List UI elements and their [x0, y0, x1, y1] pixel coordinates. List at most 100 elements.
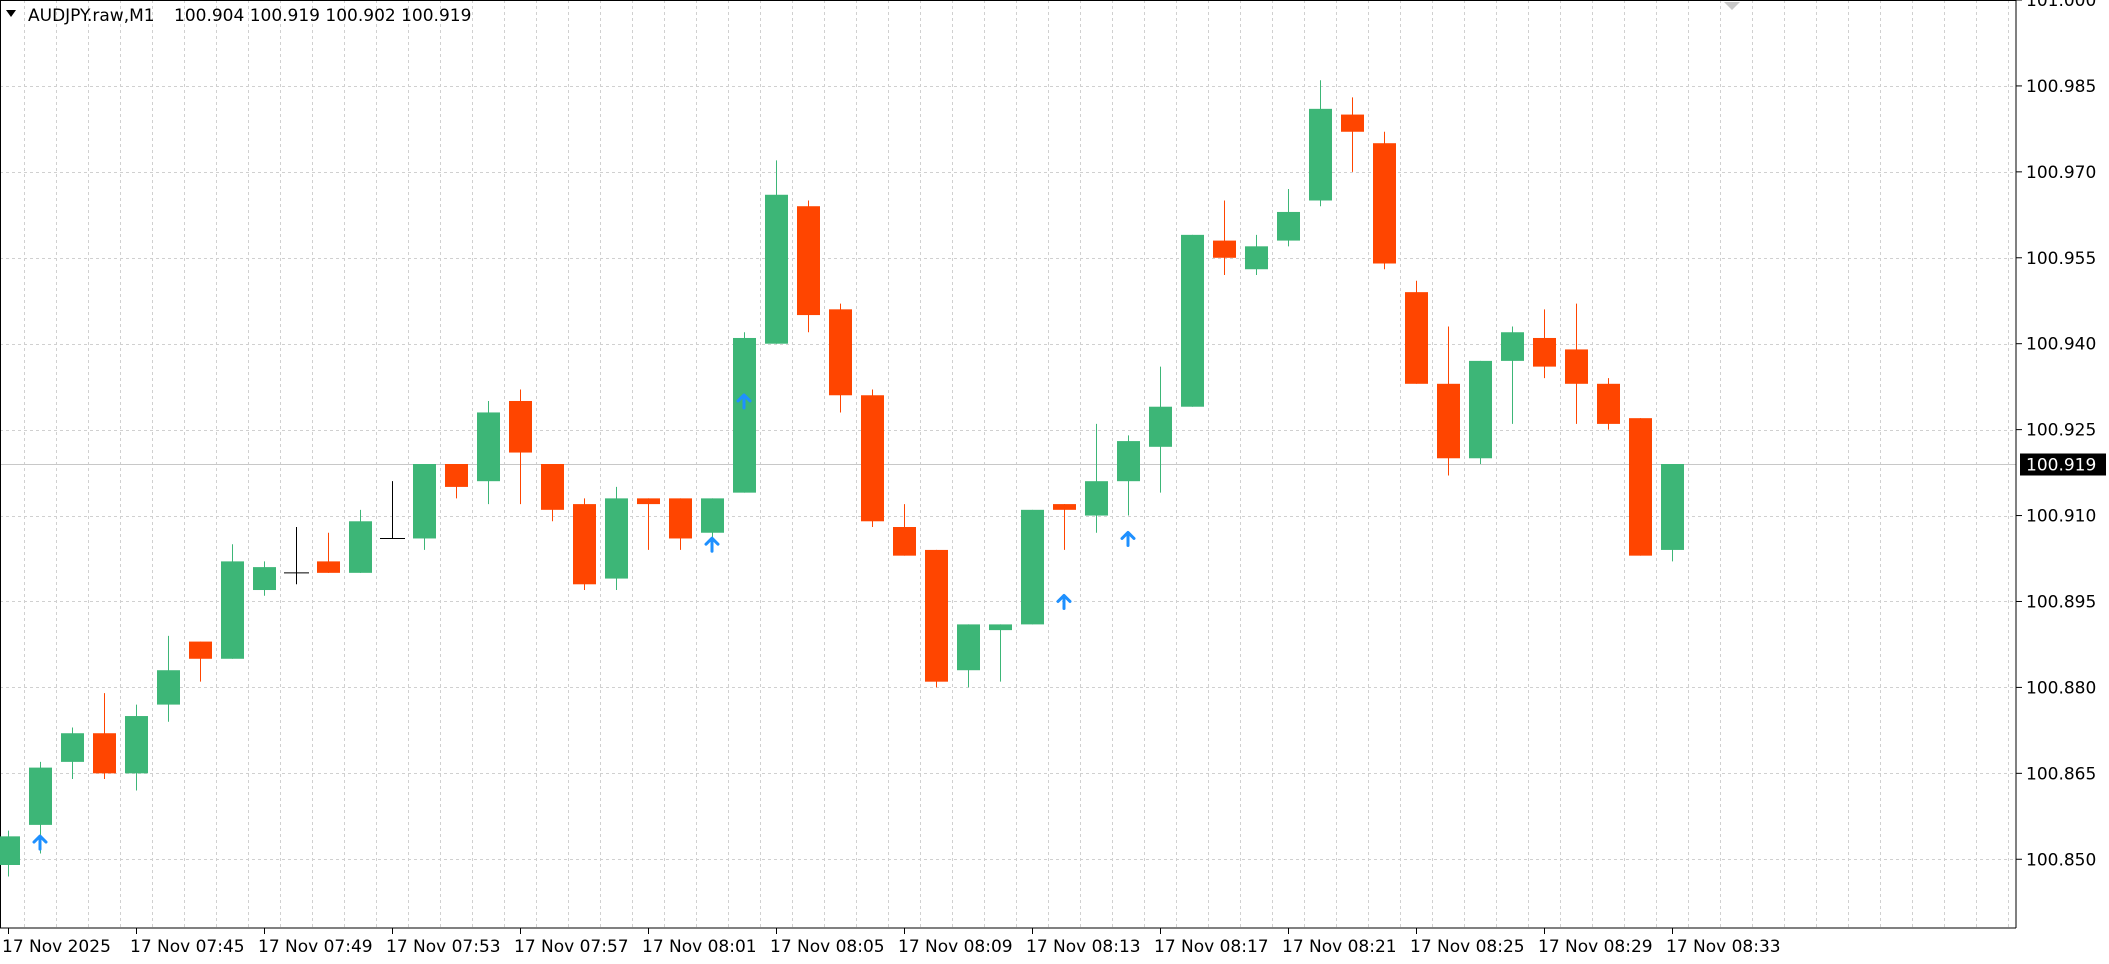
candle[interactable] [221, 544, 244, 659]
candle-body-bear [1533, 337, 1556, 367]
candle[interactable] [1597, 378, 1620, 430]
candle[interactable] [829, 303, 852, 413]
candle-body-bull [221, 561, 244, 659]
candle[interactable] [317, 532, 340, 573]
candle-body-bull [1149, 406, 1172, 447]
candle[interactable] [1053, 504, 1076, 550]
candle[interactable] [1341, 97, 1364, 172]
price-tick-label: 100.865 [2026, 764, 2096, 784]
time-axis[interactable]: 17 Nov 2025 17 Nov 07:45 17 Nov 07:49 17 No… [2, 928, 1781, 957]
candle[interactable] [989, 624, 1012, 682]
candle[interactable] [957, 624, 980, 688]
candle[interactable] [509, 389, 532, 505]
price-tick-label: 100.880 [2026, 678, 2096, 698]
candle[interactable] [1661, 464, 1684, 562]
candle[interactable] [541, 464, 564, 522]
candle[interactable] [445, 464, 468, 499]
price-axis[interactable]: 100.850 100.865 100.880 100.895 100.910 100.9… [2016, 0, 2096, 870]
up-arrow-icon [1056, 593, 1072, 610]
candle[interactable] [1565, 303, 1588, 424]
arrow-layer [32, 393, 1136, 851]
candle[interactable] [1245, 234, 1268, 275]
time-tick-label: 17 Nov 08:13 [1026, 937, 1141, 957]
candle[interactable] [0, 830, 20, 877]
candle[interactable] [1405, 280, 1428, 384]
candle-body-bear [1597, 383, 1620, 424]
candle-body-bull [765, 194, 788, 344]
candle[interactable] [637, 498, 660, 550]
candle[interactable] [1533, 309, 1556, 379]
price-tick-label: 100.925 [2026, 421, 2096, 441]
candle[interactable] [701, 498, 724, 539]
time-tick-label: 17 Nov 2025 [2, 937, 111, 957]
candle-body-bull [125, 716, 148, 774]
candle-body-bull [957, 624, 980, 671]
candle-body-bear [1341, 114, 1364, 132]
candle[interactable] [61, 727, 84, 780]
candle[interactable] [925, 549, 948, 688]
candle[interactable] [413, 464, 436, 550]
candle-body-bull [989, 624, 1012, 631]
candle[interactable] [765, 160, 788, 344]
candle[interactable] [1117, 435, 1140, 516]
candle-body-bear [445, 464, 468, 487]
candle-body-bull [157, 670, 180, 705]
symbol-text: AUDJPY.raw,M1 [28, 6, 155, 26]
candle-body-bear [93, 733, 116, 774]
candle-body-bear [1629, 418, 1652, 556]
candle[interactable] [605, 486, 628, 591]
candle[interactable] [1629, 418, 1652, 556]
candle[interactable] [284, 527, 309, 585]
scroll-marker-icon [1724, 2, 1740, 10]
candle[interactable] [1213, 200, 1236, 275]
candle-body-bear [861, 395, 884, 522]
candle[interactable] [380, 481, 405, 539]
candle[interactable] [797, 200, 820, 333]
candle[interactable] [477, 400, 500, 505]
candle[interactable] [1309, 80, 1332, 207]
up-arrow-icon [32, 834, 48, 851]
candle[interactable] [861, 389, 884, 528]
candle[interactable] [1277, 189, 1300, 247]
candle-body-bull [61, 733, 84, 762]
candle[interactable] [1021, 509, 1044, 625]
candle[interactable] [157, 635, 180, 722]
price-tick-label: 100.940 [2026, 335, 2096, 355]
candle[interactable] [125, 704, 148, 791]
candle-body-bull [413, 464, 436, 539]
candle[interactable] [669, 498, 692, 550]
candle[interactable] [573, 498, 596, 591]
candle[interactable] [1469, 360, 1492, 464]
candle-body-bear [1437, 383, 1460, 459]
candle[interactable] [1181, 234, 1204, 407]
candle[interactable] [349, 509, 372, 573]
price-tick-label: 100.895 [2026, 592, 2096, 612]
candle[interactable] [1437, 326, 1460, 476]
candle[interactable] [93, 693, 116, 780]
candle-body-bull [1661, 464, 1684, 550]
candle-body-bear [573, 504, 596, 585]
candle-body-bear [637, 498, 660, 505]
time-tick-label: 17 Nov 08:29 [1538, 937, 1653, 957]
candle[interactable] [1501, 326, 1524, 424]
candle-body-bull [605, 498, 628, 579]
up-arrow-icon [1120, 530, 1136, 547]
candle-body-bear [1213, 240, 1236, 258]
candle[interactable] [1085, 423, 1108, 533]
candle[interactable] [253, 561, 276, 596]
candle[interactable] [893, 504, 916, 556]
candle[interactable] [1149, 366, 1172, 493]
candle-body-bear [1373, 143, 1396, 264]
price-tick-label: 100.910 [2026, 507, 2096, 527]
candle[interactable] [1373, 131, 1396, 270]
price-tick-label: 100.850 [2026, 850, 2096, 870]
candle[interactable] [733, 332, 756, 493]
candle-body-bear [509, 400, 532, 453]
candle[interactable] [189, 641, 212, 682]
candle-body-bull [0, 836, 20, 865]
candle-body-bull [253, 567, 276, 591]
triangle-down-icon[interactable] [6, 10, 16, 17]
time-tick-label: 17 Nov 07:57 [514, 937, 629, 957]
